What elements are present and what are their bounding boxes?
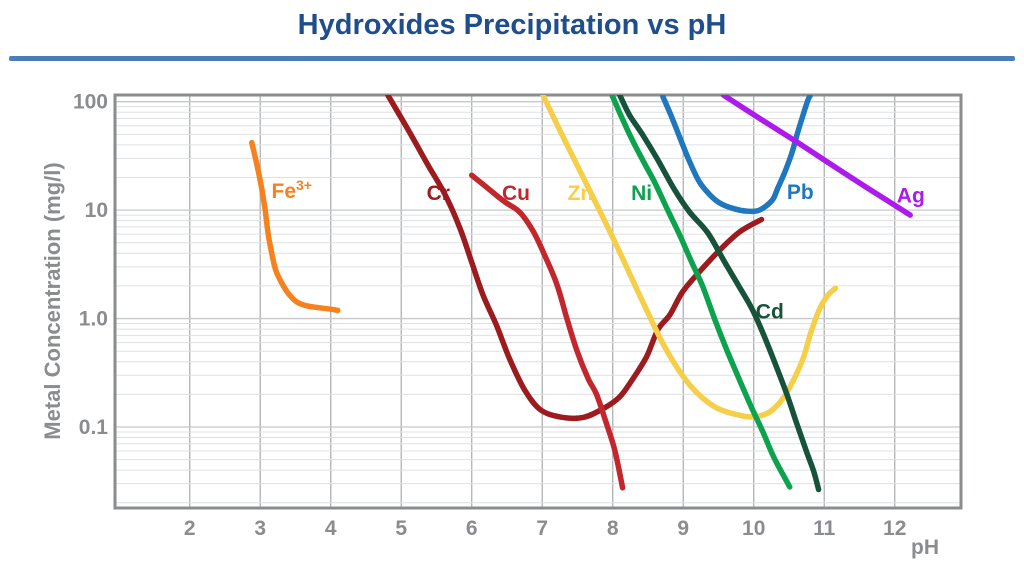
x-tick-7: 7: [536, 517, 548, 540]
x-tick-12: 12: [883, 517, 906, 540]
x-tick-6: 6: [466, 517, 478, 540]
curve-cr: [385, 95, 765, 422]
metal-label-ni: Ni: [631, 182, 652, 205]
metal-label-cd: Cd: [756, 301, 784, 324]
curve-cd: [617, 95, 822, 493]
y-tick-1.0: 1.0: [79, 308, 108, 331]
curve-pb: [660, 95, 813, 215]
curve-ag: [720, 95, 913, 218]
metal-label-fe3+: Fe3+: [272, 177, 312, 203]
x-tick-2: 2: [184, 517, 196, 540]
gridlines: [115, 95, 961, 508]
x-axis-ticks: 2 3 4 5 6 7 8 9 10 11 12: [184, 517, 907, 540]
chart-header: Hydroxides Precipitation vs pH: [0, 0, 1024, 61]
x-tick-5: 5: [395, 517, 407, 540]
metal-curves: [249, 95, 913, 493]
metal-label-cu: Cu: [502, 182, 530, 205]
x-tick-4: 4: [325, 517, 337, 540]
y-axis-label: Metal Concentration (mg/l): [40, 162, 65, 439]
x-tick-3: 3: [254, 517, 266, 540]
metal-label-zn: Zn: [568, 182, 594, 205]
x-tick-10: 10: [742, 517, 765, 540]
curve-ni: [609, 95, 793, 490]
y-tick-100: 100: [73, 91, 108, 114]
metal-curve-labels: Fe3+ Cr Cu Zn Ni Cd Pb Ag: [272, 177, 925, 324]
metal-label-cr: Cr: [427, 182, 450, 205]
title-underline: [9, 56, 1015, 61]
curve-cu: [468, 172, 626, 491]
x-tick-11: 11: [813, 517, 836, 540]
metal-label-pb: Pb: [787, 181, 814, 204]
x-axis-label: pH: [911, 536, 939, 559]
y-tick-10: 10: [85, 199, 108, 222]
curve-zn: [540, 95, 839, 420]
x-tick-8: 8: [607, 517, 619, 540]
curve-fe3+: [249, 139, 341, 314]
y-tick-0.1: 0.1: [79, 416, 109, 439]
y-axis-ticks: 100 10 1.0 0.1: [73, 91, 108, 439]
metal-label-ag: Ag: [897, 184, 925, 207]
plot-frame: [113, 93, 963, 510]
x-tick-9: 9: [677, 517, 689, 540]
page-title: Hydroxides Precipitation vs pH: [297, 9, 727, 41]
